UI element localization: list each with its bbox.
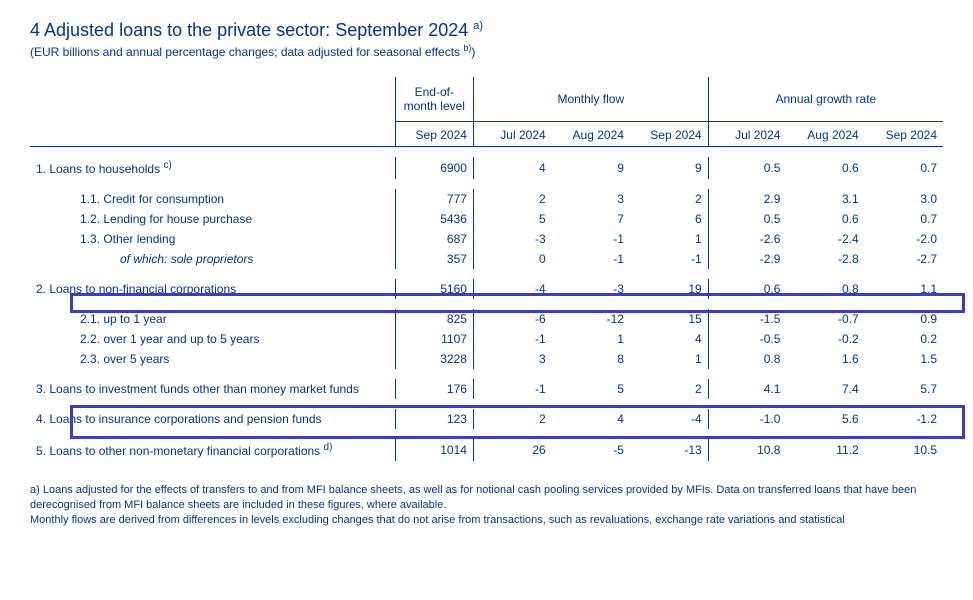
col-group-level: End-of-month level (395, 77, 473, 122)
col-jul-2024-growth: Jul 2024 (708, 122, 786, 147)
row-other-lending: 1.3. Other lending 687-3-11-2.6-2.4-2.0 (30, 229, 943, 249)
title-prefix: 4 Adjusted loans to the private sector: (30, 20, 335, 40)
row-up-to-1y: 2.1. up to 1 year 825-6-1215-1.5-0.70.9 (30, 309, 943, 329)
col-sep-2024-flow: Sep 2024 (630, 122, 708, 147)
title-footnote-a: a) (473, 20, 483, 32)
col-aug-2024-flow: Aug 2024 (552, 122, 630, 147)
col-group-annual: Annual growth rate (708, 77, 943, 122)
col-sep-2024-growth: Sep 2024 (865, 122, 943, 147)
loans-table: End-of-month level Monthly flow Annual g… (30, 77, 943, 461)
footnotes: a) Loans adjusted for the effects of tra… (30, 483, 943, 528)
col-jul-2024-flow: Jul 2024 (473, 122, 551, 147)
row-over-5y: 2.3. over 5 years 32283810.81.61.5 (30, 349, 943, 369)
row-investment-funds: 3. Loans to investment funds other than … (30, 379, 943, 399)
row-other-nonmonetary: 5. Loans to other non-monetary financial… (30, 439, 943, 461)
col-group-monthly: Monthly flow (473, 77, 708, 122)
title-period: September 2024 (335, 20, 468, 40)
row-insurance-pension: 4. Loans to insurance corporations and p… (30, 409, 943, 429)
page-title: 4 Adjusted loans to the private sector: … (30, 20, 943, 41)
footnote-flows: Monthly flows are derived from differenc… (30, 513, 943, 528)
col-sep-2024-level: Sep 2024 (395, 122, 473, 147)
col-aug-2024-growth: Aug 2024 (786, 122, 864, 147)
page-subtitle: (EUR billions and annual percentage chan… (30, 43, 943, 59)
row-nfc: 2. Loans to non-financial corporations 5… (30, 279, 943, 299)
row-1-to-5y: 2.2. over 1 year and up to 5 years 1107-… (30, 329, 943, 349)
footnote-a: a) Loans adjusted for the effects of tra… (30, 483, 943, 513)
row-credit-consumption: 1.1. Credit for consumption 7772322.93.1… (30, 189, 943, 209)
row-house-purchase: 1.2. Lending for house purchase 54365760… (30, 209, 943, 229)
row-sole-proprietors: of which: sole proprietors 3570-1-1-2.9-… (30, 249, 943, 269)
row-households: 1. Loans to households c) 69004990.50.60… (30, 157, 943, 179)
